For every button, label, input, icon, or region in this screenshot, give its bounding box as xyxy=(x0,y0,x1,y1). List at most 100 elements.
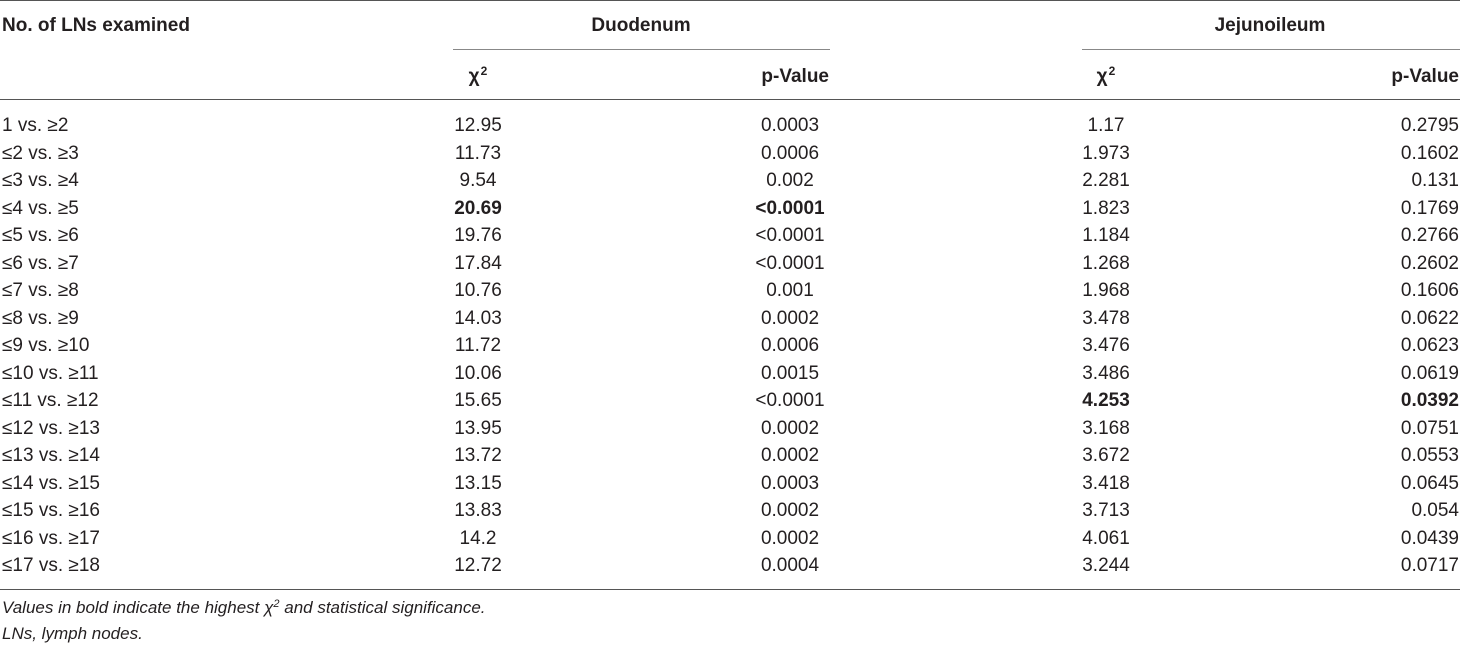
jejunoileum-chi-cell: 3.418 xyxy=(1082,472,1130,494)
jejunoileum-chi-cell: 3.244 xyxy=(1082,555,1130,576)
row-label-cell: ≤9 vs. ≥10 xyxy=(2,335,90,356)
duodenum-chi-cell: 10.76 xyxy=(454,280,502,301)
duodenum-chi-cell: 11.72 xyxy=(454,335,502,356)
duodenum-pvalue-header: p-Value xyxy=(761,66,829,87)
jejunoileum-chi-cell: 1.184 xyxy=(1082,225,1130,246)
duodenum-pvalue-cell: 0.0006 xyxy=(760,335,820,356)
duodenum-chi-cell: 14.03 xyxy=(454,307,502,329)
jejunoileum-chi-cell: 4.253 xyxy=(1082,390,1130,411)
jejunoileum-chi-cell: 1.823 xyxy=(1082,197,1130,219)
duodenum-chi-cell: 13.72 xyxy=(454,445,502,466)
duodenum-pvalue-cell: 0.0002 xyxy=(760,500,820,521)
footnote-abbrev: LNs, lymph nodes. xyxy=(2,624,143,643)
jejunoileum-chi-cell: 3.168 xyxy=(1082,417,1130,439)
jejunoileum-pvalue-cell: 0.0717 xyxy=(1400,555,1459,576)
jejunoileum-pvalue-header: p-Value xyxy=(1391,66,1459,87)
duodenum-chi-cell: 19.76 xyxy=(454,225,502,246)
jejunoileum-pvalue-cell: 0.0619 xyxy=(1400,362,1459,384)
jejunoileum-chi-cell: 3.672 xyxy=(1082,445,1130,466)
row-label-cell: ≤15 vs. ≥16 xyxy=(2,500,100,521)
header-rule xyxy=(0,99,1460,100)
duodenum-chi-header: χ2 xyxy=(468,64,488,87)
duodenum-chi-cell: 15.65 xyxy=(454,390,502,411)
duodenum-pvalue-cell: <0.0001 xyxy=(755,225,825,246)
top-rule xyxy=(0,0,1460,1)
duodenum-chi-cell: 17.84 xyxy=(454,252,502,274)
jejunoileum-chi-cell: 1.268 xyxy=(1082,252,1130,274)
row-label-cell: ≤13 vs. ≥14 xyxy=(2,445,100,466)
jejunoileum-pvalue-cell: 0.1769 xyxy=(1400,197,1459,219)
row-label-cell: ≤10 vs. ≥11 xyxy=(2,362,99,384)
duodenum-pvalue-cell: 0.0002 xyxy=(760,445,820,466)
row-label-cell: ≤16 vs. ≥17 xyxy=(2,527,100,549)
row-label-cell: ≤3 vs. ≥4 xyxy=(2,170,79,191)
jejunoileum-chi-header: χ2 xyxy=(1096,64,1116,87)
row-label-cell: ≤7 vs. ≥8 xyxy=(2,280,79,301)
duodenum-chi-cell: 13.83 xyxy=(454,500,502,521)
row-label-cell: ≤4 vs. ≥5 xyxy=(2,197,79,219)
duodenum-chi-cell: 11.73 xyxy=(454,142,502,164)
duodenum-chi-cell: 13.15 xyxy=(454,472,502,494)
bottom-rule xyxy=(0,589,1460,590)
row-label-cell: ≤12 vs. ≥13 xyxy=(2,417,100,439)
duodenum-pvalue-cell: 0.0004 xyxy=(760,555,820,576)
duodenum-chi-cell: 20.69 xyxy=(454,197,502,219)
row-label-cell: ≤8 vs. ≥9 xyxy=(2,307,79,329)
jejunoileum-chi-cell: 3.713 xyxy=(1082,500,1130,521)
duodenum-chi-cell: 12.95 xyxy=(454,115,502,136)
duodenum-pvalue-cell: 0.0003 xyxy=(760,472,820,494)
jejunoileum-pvalue-cell: 0.0392 xyxy=(1400,390,1459,411)
jejunoileum-chi-cell: 4.061 xyxy=(1082,527,1130,549)
row-label-cell: ≤11 vs. ≥12 xyxy=(2,390,99,411)
jejunoileum-chi-cell: 3.476 xyxy=(1082,335,1130,356)
jejunoileum-chi-cell: 1.968 xyxy=(1082,280,1130,301)
duodenum-pvalue-cell: 0.0002 xyxy=(760,417,820,439)
jejunoileum-pvalue-cell: 0.1606 xyxy=(1400,280,1459,301)
duodenum-chi-cell: 10.06 xyxy=(454,362,502,384)
row-label-header: No. of LNs examined xyxy=(2,15,190,36)
duodenum-pvalue-cell: 0.0002 xyxy=(760,527,820,549)
row-label-cell: ≤2 vs. ≥3 xyxy=(2,142,79,164)
row-label-cell: ≤14 vs. ≥15 xyxy=(2,472,100,494)
jejunoileum-pvalue-cell: 0.0645 xyxy=(1400,472,1459,494)
duodenum-pvalue-cell: <0.0001 xyxy=(755,197,825,219)
row-label-cell: ≤6 vs. ≥7 xyxy=(2,252,79,274)
duodenum-chi-cell: 9.54 xyxy=(459,170,497,191)
duodenum-chi-cell: 13.95 xyxy=(454,417,502,439)
jejunoileum-pvalue-cell: 0.2766 xyxy=(1400,225,1459,246)
footnote-bold: Values in bold indicate the highest χ2 a… xyxy=(2,598,486,617)
jejunoileum-chi-cell: 1.973 xyxy=(1082,142,1130,164)
duodenum-group-rule xyxy=(453,49,830,50)
duodenum-pvalue-cell: 0.0003 xyxy=(760,115,820,136)
jejunoileum-chi-cell: 3.486 xyxy=(1082,362,1130,384)
row-label-cell: 1 vs. ≥2 xyxy=(2,115,69,136)
duodenum-pvalue-cell: <0.0001 xyxy=(755,252,825,274)
duodenum-pvalue-cell: 0.0002 xyxy=(760,307,820,329)
jejunoileum-pvalue-cell: 0.0553 xyxy=(1400,445,1459,466)
jejunoileum-pvalue-cell: 0.2602 xyxy=(1400,252,1459,274)
jejunoileum-chi-cell: 1.17 xyxy=(1087,115,1125,136)
row-label-cell: ≤5 vs. ≥6 xyxy=(2,225,79,246)
duodenum-chi-cell: 12.72 xyxy=(454,555,502,576)
row-label-cell: ≤17 vs. ≥18 xyxy=(2,555,100,576)
duodenum-pvalue-cell: 0.0006 xyxy=(760,142,820,164)
jejunoileum-pvalue-cell: 0.054 xyxy=(1411,500,1459,521)
jejunoileum-header: Jejunoileum xyxy=(1214,15,1326,36)
duodenum-chi-cell: 14.2 xyxy=(459,527,497,549)
jejunoileum-pvalue-cell: 0.0751 xyxy=(1400,417,1459,439)
jejunoileum-chi-cell: 2.281 xyxy=(1082,170,1130,191)
jejunoileum-pvalue-cell: 0.1602 xyxy=(1400,142,1459,164)
duodenum-pvalue-cell: 0.0015 xyxy=(760,362,820,384)
jejunoileum-pvalue-cell: 0.0439 xyxy=(1400,527,1459,549)
jejunoileum-pvalue-cell: 0.0622 xyxy=(1400,307,1459,329)
duodenum-pvalue-cell: 0.002 xyxy=(766,170,814,191)
jejunoileum-chi-cell: 3.478 xyxy=(1082,307,1130,329)
duodenum-pvalue-cell: <0.0001 xyxy=(755,390,825,411)
jejunoileum-pvalue-cell: 0.2795 xyxy=(1400,115,1459,136)
duodenum-header: Duodenum xyxy=(591,15,691,36)
jejunoileum-pvalue-cell: 0.0623 xyxy=(1400,335,1459,356)
jejunoileum-group-rule xyxy=(1082,49,1460,50)
duodenum-pvalue-cell: 0.001 xyxy=(766,280,814,301)
jejunoileum-pvalue-cell: 0.131 xyxy=(1411,170,1459,191)
